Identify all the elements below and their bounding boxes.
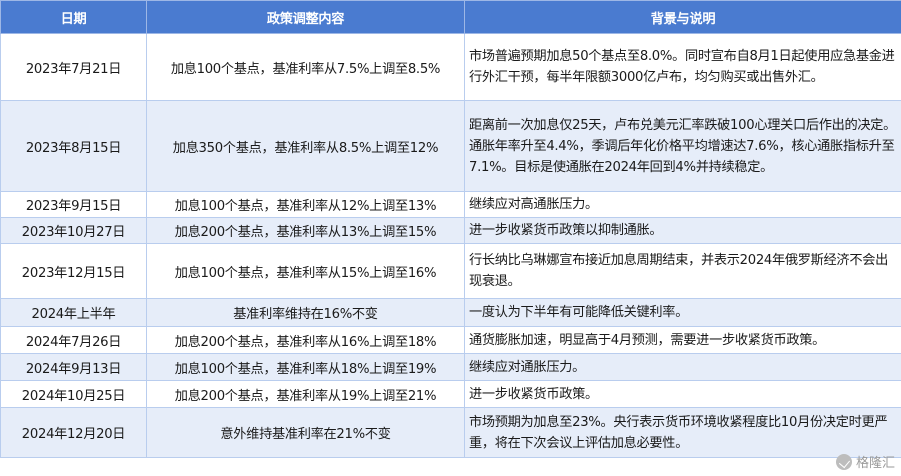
table-row: 2023年9月15日 加息100个基点，基准利率从12%上调至13% 继续应对高…	[0, 191, 901, 218]
cell-background: 进一步收紧货币政策以抑制通胀。	[464, 217, 901, 244]
cell-background: 市场预期为加息至23%。央行表示货币环境收紧程度比10月份决定时更严重，将在下次…	[464, 407, 901, 458]
table-row: 2024年10月25日 加息200个基点，基准利率从19%上调至21% 进一步收…	[0, 380, 901, 408]
header-policy: 政策调整内容	[146, 0, 465, 34]
cell-date: 2024年7月26日	[0, 326, 147, 354]
cell-date: 2023年10月27日	[0, 217, 147, 244]
cell-background: 一度认为下半年有可能降低关键利率。	[464, 298, 901, 327]
cell-policy: 加息100个基点，基准利率从15%上调至16%	[146, 243, 465, 299]
cell-policy: 加息100个基点，基准利率从12%上调至13%	[146, 191, 465, 218]
cell-date: 2023年7月21日	[0, 33, 147, 101]
cell-background: 行长纳比乌琳娜宣布接近加息周期结束，并表示2024年俄罗斯经济不会出现衰退。	[464, 243, 901, 299]
watermark: 格隆汇	[835, 452, 895, 471]
table-row: 2023年8月15日 加息350个基点，基准利率从8.5%上调至12% 距离前一…	[0, 100, 901, 192]
rate-policy-table: 日期 政策调整内容 背景与说明 2023年7月21日 加息100个基点，基准利率…	[0, 0, 901, 458]
table-row: 2024年12月20日 意外维持基准利率在21%不变 市场预期为加息至23%。央…	[0, 407, 901, 458]
cell-background: 市场普遍预期加息50个基点至8.0%。同时宣布自8月1日起使用应急基金进行外汇干…	[464, 33, 901, 101]
cell-date: 2024年上半年	[0, 298, 147, 327]
cell-background: 继续应对通胀压力。	[464, 353, 901, 381]
cell-date: 2024年10月25日	[0, 380, 147, 408]
watermark-text: 格隆汇	[855, 456, 895, 471]
cell-policy: 基准利率维持在16%不变	[146, 298, 465, 327]
table-header-row: 日期 政策调整内容 背景与说明	[0, 0, 901, 34]
cell-date: 2023年8月15日	[0, 100, 147, 192]
table-row: 2024年9月13日 加息100个基点，基准利率从18%上调至19% 继续应对通…	[0, 353, 901, 381]
cell-background: 进一步收紧货币政策。	[464, 380, 901, 408]
cell-policy: 加息200个基点，基准利率从19%上调至21%	[146, 380, 465, 408]
table-row: 2023年7月21日 加息100个基点，基准利率从7.5%上调至8.5% 市场普…	[0, 33, 901, 101]
gelonghui-logo-icon	[835, 453, 852, 470]
table-row: 2023年12月15日 加息100个基点，基准利率从15%上调至16% 行长纳比…	[0, 243, 901, 299]
cell-policy: 加息350个基点，基准利率从8.5%上调至12%	[146, 100, 465, 192]
cell-date: 2023年12月15日	[0, 243, 147, 299]
cell-date: 2024年9月13日	[0, 353, 147, 381]
cell-date: 2024年12月20日	[0, 407, 147, 458]
header-background: 背景与说明	[464, 0, 901, 34]
cell-policy: 意外维持基准利率在21%不变	[146, 407, 465, 458]
cell-policy: 加息100个基点，基准利率从18%上调至19%	[146, 353, 465, 381]
cell-policy: 加息200个基点，基准利率从16%上调至18%	[146, 326, 465, 354]
table-row: 2024年7月26日 加息200个基点，基准利率从16%上调至18% 通货膨胀加…	[0, 326, 901, 354]
table-row: 2023年10月27日 加息200个基点，基准利率从13%上调至15% 进一步收…	[0, 217, 901, 244]
header-date: 日期	[0, 0, 147, 34]
cell-background: 距离前一次加息仅25天，卢布兑美元汇率跌破100心理关口后作出的决定。通胀年率升…	[464, 100, 901, 192]
cell-policy: 加息100个基点，基准利率从7.5%上调至8.5%	[146, 33, 465, 101]
cell-background: 通货膨胀加速，明显高于4月预测，需要进一步收紧货币政策。	[464, 326, 901, 354]
table-row: 2024年上半年 基准利率维持在16%不变 一度认为下半年有可能降低关键利率。	[0, 298, 901, 327]
cell-date: 2023年9月15日	[0, 191, 147, 218]
cell-policy: 加息200个基点，基准利率从13%上调至15%	[146, 217, 465, 244]
cell-background: 继续应对高通胀压力。	[464, 191, 901, 218]
